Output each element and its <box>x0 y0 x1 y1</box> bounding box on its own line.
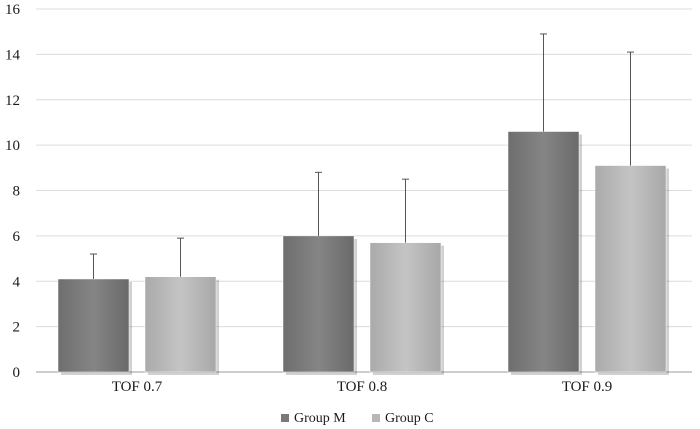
legend: Group M Group C <box>281 411 434 426</box>
bar <box>57 278 130 373</box>
gridlines <box>36 8 692 328</box>
legend-label: Group C <box>385 411 434 426</box>
bar <box>369 242 442 373</box>
y-tick-label: 12 <box>5 93 20 109</box>
x-tick-label: TOF 0.7 <box>112 379 163 395</box>
y-tick-label: 2 <box>13 320 21 336</box>
y-tick-label: 8 <box>13 184 21 200</box>
y-tick-label: 4 <box>13 274 21 290</box>
y-tick-label: 10 <box>5 138 20 154</box>
legend-swatch <box>281 414 289 422</box>
bar <box>507 131 580 373</box>
x-axis: TOF 0.7 TOF 0.8 TOF 0.9 <box>112 379 613 395</box>
y-tick-label: 14 <box>5 47 21 63</box>
legend-label: Group M <box>294 411 346 426</box>
bar <box>282 235 355 373</box>
bars <box>57 131 669 375</box>
y-tick-label: 6 <box>13 229 21 245</box>
x-tick-label: TOF 0.9 <box>562 379 613 395</box>
bar <box>144 276 217 373</box>
x-tick-label: TOF 0.8 <box>337 379 388 395</box>
y-tick-label: 0 <box>13 365 21 381</box>
bar <box>594 165 667 373</box>
y-tick-label: 16 <box>5 2 21 18</box>
error-bars <box>90 33 634 279</box>
legend-swatch <box>372 414 380 422</box>
